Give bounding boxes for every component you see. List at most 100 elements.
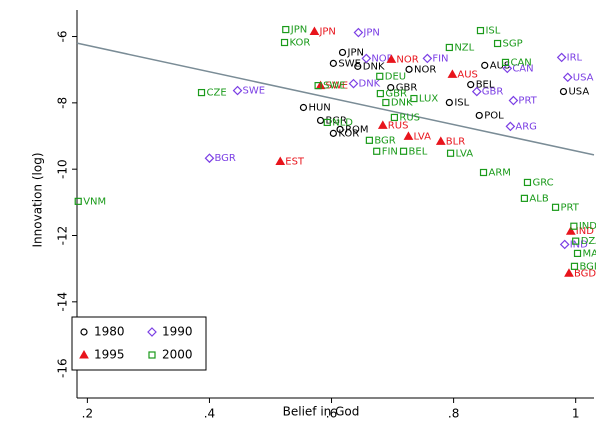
point-label: DZA: [581, 236, 596, 247]
point: [282, 25, 290, 34]
point-label: IND: [579, 221, 596, 232]
point-label: CAN: [512, 63, 533, 74]
point-label: NOR: [371, 53, 393, 64]
point-label: AUS: [457, 69, 478, 80]
point: [446, 149, 455, 157]
point: [387, 83, 395, 92]
point-label: BGD: [579, 261, 596, 272]
point: [562, 72, 573, 83]
point-label: GRC: [532, 177, 553, 188]
point-label: ARG: [515, 121, 537, 132]
point-label: LVA: [456, 148, 474, 159]
point: [314, 82, 322, 90]
point: [556, 52, 567, 63]
point-label: ISL: [454, 98, 469, 109]
point-label: GBR: [482, 87, 504, 98]
point: [520, 194, 529, 202]
point-label: BEL: [476, 80, 495, 91]
point: [336, 125, 344, 133]
point: [316, 116, 325, 125]
point-label: DNK: [391, 98, 413, 109]
point-label: GBR: [385, 89, 407, 100]
point-label: PRT: [518, 96, 537, 107]
point: [410, 94, 418, 103]
point: [373, 147, 381, 155]
point: [399, 147, 408, 155]
point: [329, 129, 337, 137]
point-label: RUS: [399, 112, 420, 123]
point-label: POL: [484, 110, 504, 121]
point: [403, 131, 414, 140]
point-label: BEL: [409, 146, 428, 157]
point: [377, 120, 388, 129]
point: [570, 262, 579, 270]
point-label: IND: [570, 239, 588, 250]
point: [435, 136, 446, 145]
point-label: SWE: [323, 81, 346, 92]
y-tick-label: -8: [56, 97, 70, 109]
point: [376, 89, 384, 98]
point: [323, 118, 331, 127]
y-tick-label: -14: [56, 292, 70, 312]
point-label: ROM: [345, 124, 368, 135]
point: [232, 85, 243, 96]
point: [354, 62, 362, 70]
point-label: JPN: [290, 25, 307, 36]
point: [197, 88, 206, 97]
point-label: RUS: [388, 120, 409, 131]
point-label: DEU: [385, 71, 406, 82]
point-label: IND: [576, 226, 594, 237]
point-label: MAR: [583, 248, 596, 259]
legend-label: 1995: [94, 348, 125, 362]
point-label: NZL: [454, 42, 474, 53]
point: [422, 53, 433, 64]
point: [329, 59, 337, 67]
point: [365, 136, 373, 144]
point-label: CZE: [207, 88, 227, 99]
point-label: BLR: [446, 136, 465, 147]
point-label: KOR: [290, 37, 311, 48]
point-label: LUX: [419, 94, 438, 105]
point: [338, 48, 347, 57]
point-label: SWE: [326, 81, 349, 92]
point-label: ISL: [485, 26, 500, 37]
legend-marker: [147, 327, 157, 337]
point: [481, 61, 489, 69]
legend-label: 1980: [94, 325, 125, 339]
point: [299, 103, 308, 112]
point-label: ALB: [529, 193, 548, 204]
legend-marker: [80, 328, 88, 336]
point: [386, 54, 397, 63]
point: [405, 65, 413, 73]
point-label: DNK: [363, 61, 385, 72]
legend-box: [71, 316, 207, 371]
point-label: SWE: [338, 58, 361, 69]
x-tick-label: .4: [204, 407, 215, 421]
point-label: SWE: [243, 86, 266, 97]
point-label: CAN: [510, 57, 531, 68]
point: [564, 268, 574, 277]
point-label: HUN: [308, 102, 330, 113]
x-tick-label: .6: [326, 407, 337, 421]
point: [309, 26, 320, 36]
point: [573, 249, 582, 258]
point-label: NOR: [414, 64, 436, 75]
x-tick-label: .2: [82, 407, 93, 421]
x-axis-title: Belief in God: [283, 405, 360, 419]
point: [471, 86, 482, 97]
y-tick-label: -10: [56, 159, 70, 179]
point: [505, 121, 516, 132]
point-label: SGP: [503, 38, 523, 49]
legend-marker: [79, 349, 89, 359]
point: [361, 53, 372, 64]
fit-line: [76, 42, 595, 156]
point: [565, 226, 576, 235]
point-label: BGR: [374, 135, 395, 146]
point: [390, 113, 399, 122]
point-label: JPN: [362, 28, 379, 39]
point: [493, 39, 502, 48]
point: [559, 239, 570, 250]
point-label: NLD: [332, 117, 353, 128]
point-label: PRT: [561, 202, 580, 213]
